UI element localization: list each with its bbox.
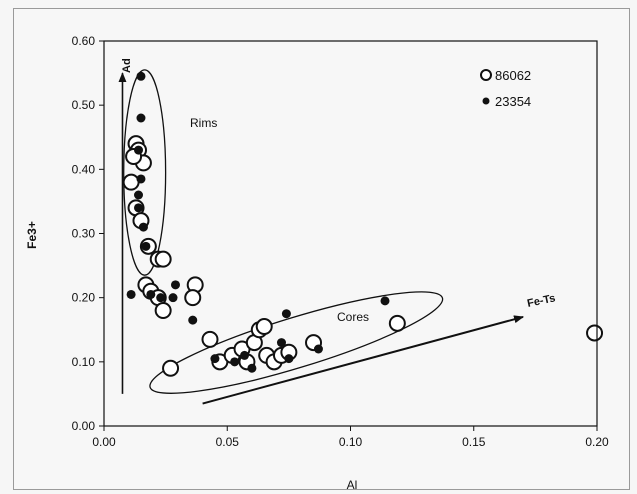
x-tick-label: 0.00 [92,435,116,449]
point-23354 [136,174,146,184]
point-86062 [162,359,180,377]
x-tick-label: 0.10 [339,435,363,449]
point-23354 [138,222,148,232]
legend-label-86062: 86062 [495,68,531,83]
y-tick-label: 0.40 [72,162,96,176]
point-23354 [168,293,178,303]
annotation-ad: Ad [121,58,133,73]
point-86062 [184,289,202,307]
annotation-rims: Rims [190,116,217,130]
point-23354 [313,344,323,354]
point-23354 [281,309,291,319]
x-tick-label: 0.15 [462,435,486,449]
point-23354 [240,350,250,360]
point-23354 [380,296,390,306]
point-86062 [586,324,604,342]
y-tick-label: 0.50 [72,98,96,112]
fe-ts-trend-arrow [202,315,525,405]
point-23354 [134,190,144,200]
y-tick-label: 0.00 [72,419,96,433]
point-86062 [388,314,406,332]
point-23354 [210,354,220,364]
point-23354 [134,145,144,155]
point-23354 [284,354,294,364]
point-86062 [154,302,172,319]
legend-marker-23354 [482,97,490,105]
legend-marker-86062 [480,69,492,81]
point-23354 [136,71,146,81]
point-23354 [134,203,144,213]
annotation-cores: Cores [337,310,369,324]
y-tick-label: 0.10 [72,355,96,369]
point-23354 [136,113,146,123]
point-23354 [126,289,136,299]
y-tick-label: 0.20 [72,291,96,305]
point-23354 [170,280,180,290]
annotation-fe-ts: Fe-Ts [526,292,556,310]
chart-frame [13,8,630,490]
cores-ellipse [149,291,444,394]
x-tick-label: 0.05 [216,435,240,449]
point-23354 [141,241,151,251]
point-23354 [146,289,156,299]
rims-ellipse [123,69,167,276]
point-23354 [276,338,286,348]
y-tick-label: 0.60 [72,34,96,48]
point-86062 [201,330,219,348]
point-86062 [255,318,273,336]
y-axis-label: Fe3+ [25,221,39,249]
legend-label-23354: 23354 [495,94,531,109]
point-23354 [188,315,198,325]
point-23354 [156,293,166,303]
y-tick-label: 0.30 [72,227,96,241]
legend: 86062 23354 [480,68,531,109]
point-23354 [230,357,240,367]
point-23354 [247,363,257,373]
point-86062 [154,250,172,268]
x-axis-label: Al [347,478,358,492]
point-86062 [122,173,140,191]
x-tick-label: 0.20 [585,435,609,449]
